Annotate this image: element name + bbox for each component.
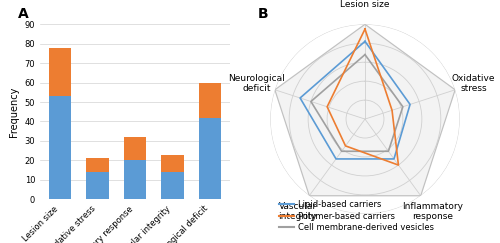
Bar: [48, 48, 71, 96]
Bar: [86, 158, 108, 172]
Bar: [199, 118, 222, 199]
Bar: [162, 155, 184, 172]
Bar: [162, 172, 184, 199]
Text: A: A: [18, 7, 28, 21]
Bar: [124, 137, 146, 160]
Bar: [48, 96, 71, 199]
Text: B: B: [258, 7, 268, 21]
Bar: [86, 172, 108, 199]
Polygon shape: [275, 24, 455, 196]
Bar: [124, 160, 146, 199]
Legend: Lipid-based carriers, Polymer-based carriers, Cell membrane-derived vesicles: Lipid-based carriers, Polymer-based carr…: [276, 197, 438, 236]
Bar: [199, 83, 222, 118]
Y-axis label: Frequency: Frequency: [9, 87, 19, 137]
